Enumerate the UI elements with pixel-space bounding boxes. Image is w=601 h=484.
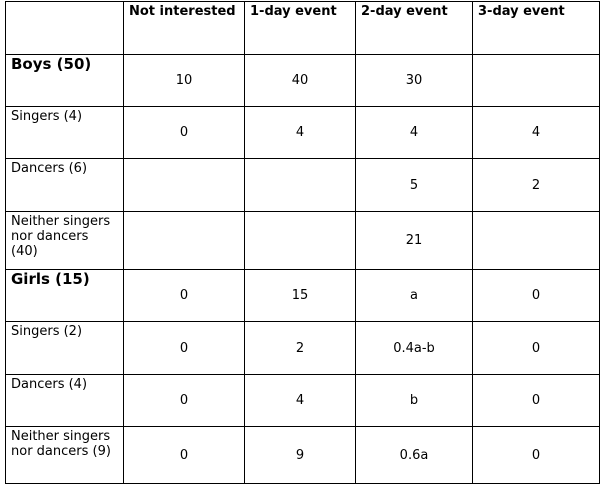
cell-girls-not-interested: 0 <box>123 269 245 322</box>
row-label-girls-singers: Singers (2) <box>5 321 124 375</box>
cell-boys-singers-2-day: 4 <box>355 106 473 159</box>
cell-girls-2-day: a <box>355 269 473 322</box>
cell-girls-dancers-not-interested: 0 <box>123 374 245 427</box>
table-row-girls-singers: Singers (2) 0 2 0.4a-b 0 <box>5 321 600 375</box>
column-header-3-day-event: 3-day event <box>472 1 600 55</box>
row-label-girls: Girls (15) <box>5 269 124 322</box>
table-row-boys-neither: Neither singers nor dancers (40) 21 <box>5 211 600 270</box>
cell-girls-dancers-3-day: 0 <box>472 374 600 427</box>
cell-boys-1-day: 40 <box>244 54 356 107</box>
row-label-girls-neither: Neither singers nor dancers (9) <box>5 426 124 484</box>
row-label-boys: Boys (50) <box>5 54 124 107</box>
table-row-boys: Boys (50) 10 40 30 <box>5 54 600 107</box>
cell-boys-not-interested: 10 <box>123 54 245 107</box>
cell-girls-dancers-1-day: 4 <box>244 374 356 427</box>
cell-girls-singers-not-interested: 0 <box>123 321 245 375</box>
row-label-boys-neither: Neither singers nor dancers (40) <box>5 211 124 270</box>
cell-boys-singers-3-day: 4 <box>472 106 600 159</box>
cell-girls-1-day: 15 <box>244 269 356 322</box>
column-header-not-interested: Not interested <box>123 1 245 55</box>
cell-girls-neither-not-interested: 0 <box>123 426 245 484</box>
row-label-girls-dancers: Dancers (4) <box>5 374 124 427</box>
cell-boys-singers-not-interested: 0 <box>123 106 245 159</box>
row-label-boys-singers: Singers (4) <box>5 106 124 159</box>
cell-boys-3-day <box>472 54 600 107</box>
cell-girls-singers-3-day: 0 <box>472 321 600 375</box>
header-row: Not interested 1-day event 2-day event 3… <box>5 1 600 55</box>
table-row-boys-dancers: Dancers (6) 5 2 <box>5 158 600 212</box>
cell-boys-singers-1-day: 4 <box>244 106 356 159</box>
cell-girls-singers-2-day: 0.4a-b <box>355 321 473 375</box>
column-header-1-day-event: 1-day event <box>244 1 356 55</box>
table-row-girls-neither: Neither singers nor dancers (9) 0 9 0.6a… <box>5 426 600 484</box>
cell-girls-dancers-2-day: b <box>355 374 473 427</box>
cell-boys-dancers-2-day: 5 <box>355 158 473 212</box>
cell-boys-neither-1-day <box>244 211 356 270</box>
cell-boys-neither-3-day <box>472 211 600 270</box>
cell-girls-3-day: 0 <box>472 269 600 322</box>
table-row-boys-singers: Singers (4) 0 4 4 4 <box>5 106 600 159</box>
column-header-2-day-event: 2-day event <box>355 1 473 55</box>
event-interest-table: Not interested 1-day event 2-day event 3… <box>5 1 600 484</box>
cell-girls-neither-3-day: 0 <box>472 426 600 484</box>
cell-boys-neither-not-interested <box>123 211 245 270</box>
cell-boys-dancers-not-interested <box>123 158 245 212</box>
cell-girls-singers-1-day: 2 <box>244 321 356 375</box>
cell-boys-dancers-1-day <box>244 158 356 212</box>
cell-boys-neither-2-day: 21 <box>355 211 473 270</box>
cell-boys-2-day: 30 <box>355 54 473 107</box>
row-label-boys-dancers: Dancers (6) <box>5 158 124 212</box>
table-row-girls-dancers: Dancers (4) 0 4 b 0 <box>5 374 600 427</box>
cell-boys-dancers-3-day: 2 <box>472 158 600 212</box>
table-row-girls: Girls (15) 0 15 a 0 <box>5 269 600 322</box>
corner-cell <box>5 1 124 55</box>
